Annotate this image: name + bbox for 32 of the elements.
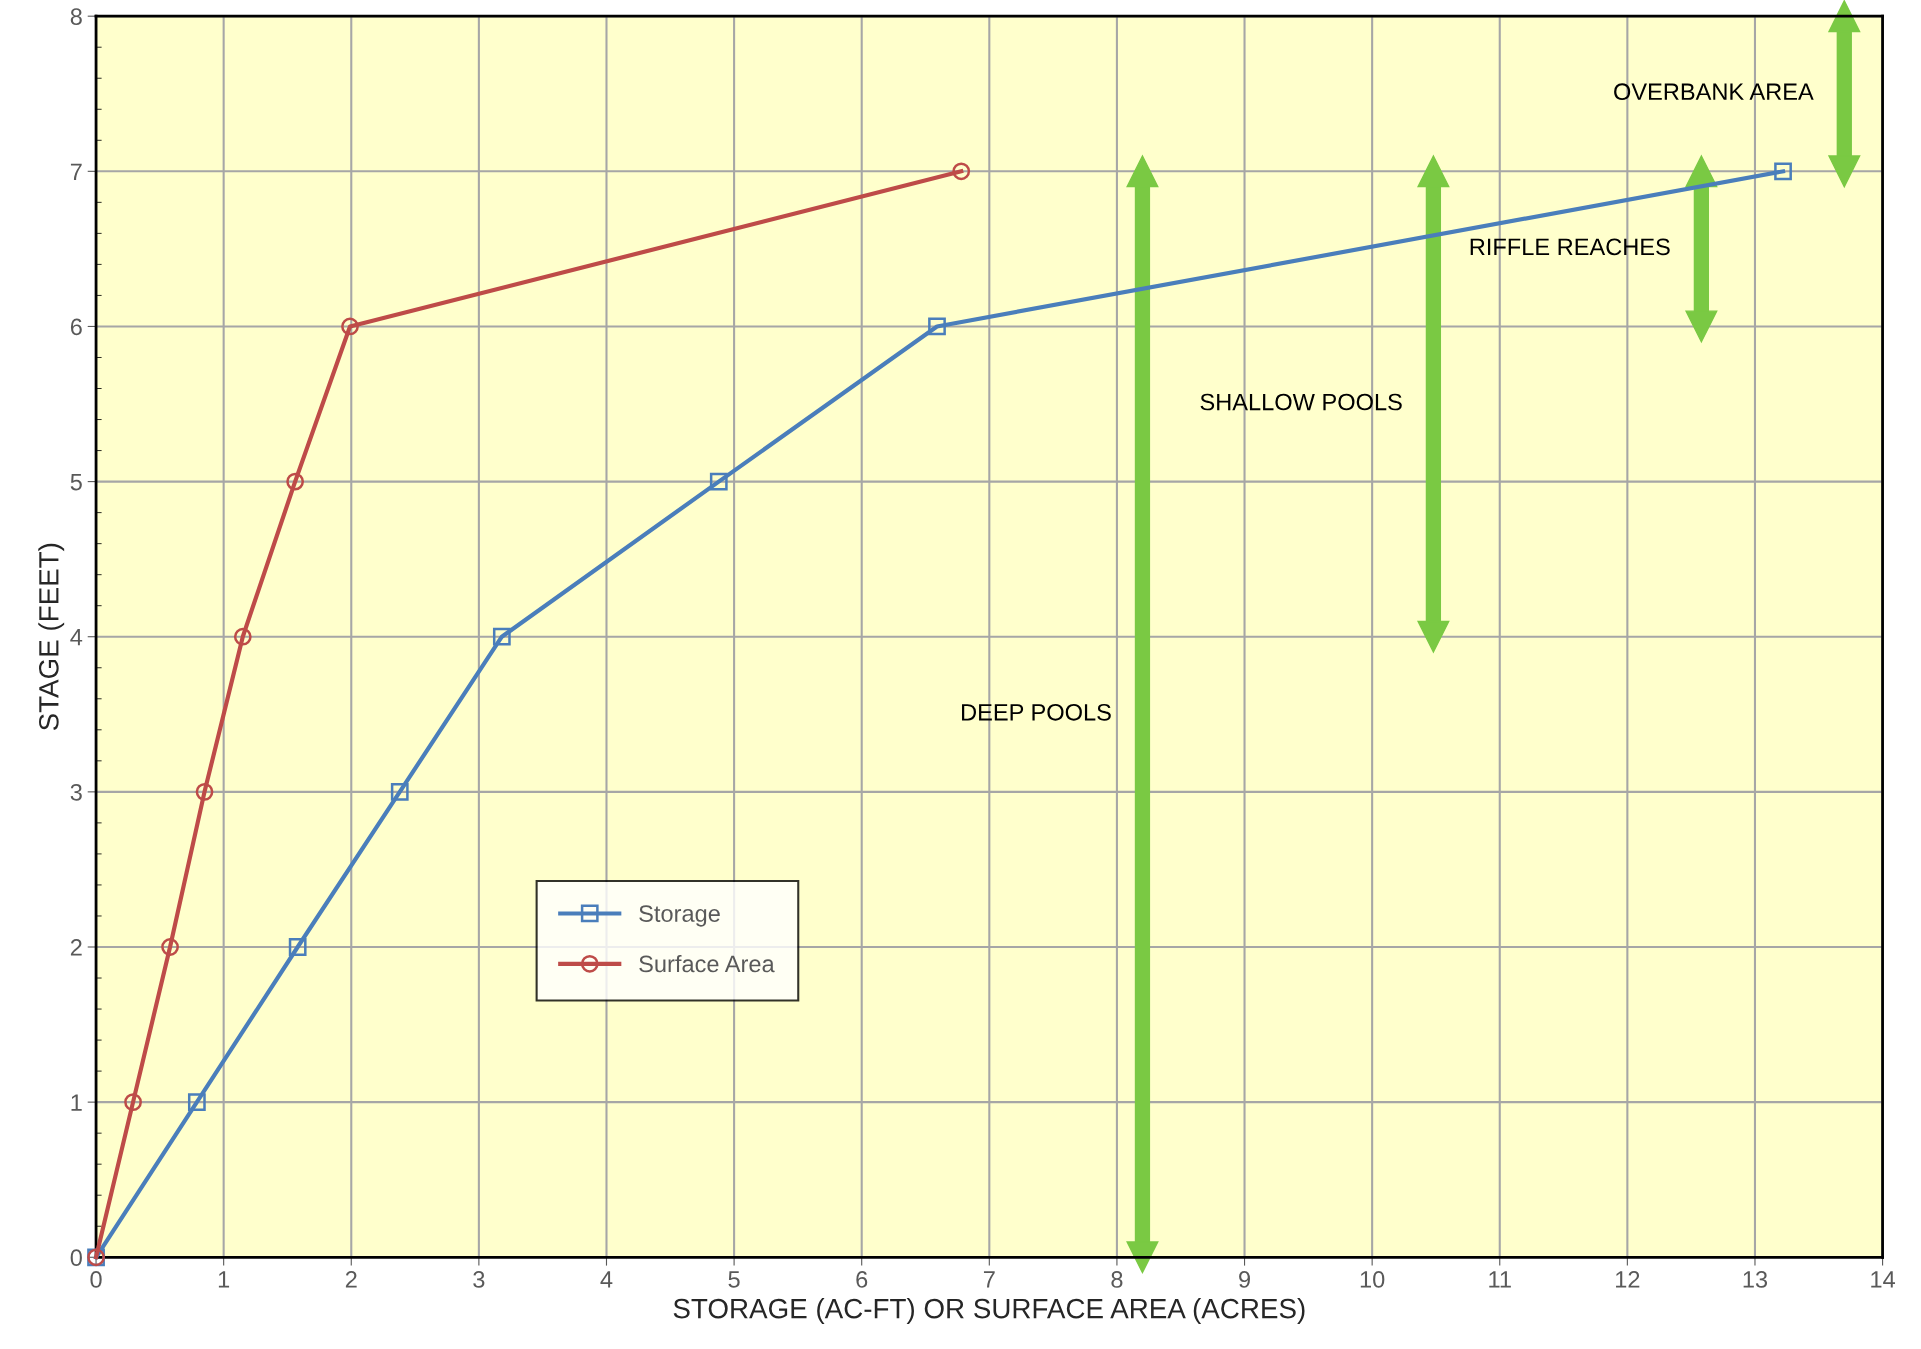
x-tick-label: 6 bbox=[856, 1271, 868, 1288]
annotation: DEEP POOLS bbox=[962, 703, 1111, 721]
x-tick-label: 13 bbox=[1743, 1271, 1768, 1288]
x-tick-label: 8 bbox=[1111, 1271, 1123, 1288]
y-tick-label: 5 bbox=[70, 473, 82, 491]
legend-label: Storage bbox=[639, 905, 720, 927]
y-tick-label: 7 bbox=[70, 163, 82, 180]
legend-label: Surface Area bbox=[639, 954, 775, 973]
x-tick-label: 10 bbox=[1360, 1271, 1385, 1288]
y-axis-title: STAGE (FEET) bbox=[38, 543, 65, 731]
y-tick-label: 0 bbox=[70, 1249, 82, 1267]
x-tick-label: 11 bbox=[1489, 1271, 1511, 1288]
y-tick-label: 2 bbox=[70, 939, 82, 956]
y-tick-label: 1 bbox=[71, 1094, 82, 1111]
x-tick-label: 3 bbox=[473, 1271, 485, 1288]
x-tick-label: 9 bbox=[1239, 1271, 1250, 1288]
x-tick-label: 4 bbox=[600, 1271, 613, 1288]
x-tick-label: 0 bbox=[90, 1271, 102, 1288]
x-tick-label: 1 bbox=[218, 1271, 230, 1288]
annotation: OVERBANK AREA bbox=[1614, 83, 1814, 101]
annotation: SHALLOW POOLS bbox=[1200, 393, 1402, 411]
y-tick-label: 8 bbox=[70, 8, 82, 25]
x-tick-label: 7 bbox=[983, 1271, 995, 1288]
y-tick-label: 3 bbox=[70, 783, 82, 801]
x-axis-title: STORAGE (AC-FT) OR SURFACE AREA (ACRES) bbox=[673, 1298, 1305, 1324]
y-tick-label: 4 bbox=[70, 629, 83, 646]
x-tick-label: 5 bbox=[728, 1271, 740, 1288]
annotation: RIFFLE REACHES bbox=[1470, 238, 1670, 256]
x-tick-label: 12 bbox=[1616, 1271, 1640, 1288]
x-tick-label: 14 bbox=[1871, 1271, 1896, 1288]
y-tick-label: 6 bbox=[70, 318, 82, 336]
x-tick-label: 2 bbox=[345, 1271, 357, 1288]
